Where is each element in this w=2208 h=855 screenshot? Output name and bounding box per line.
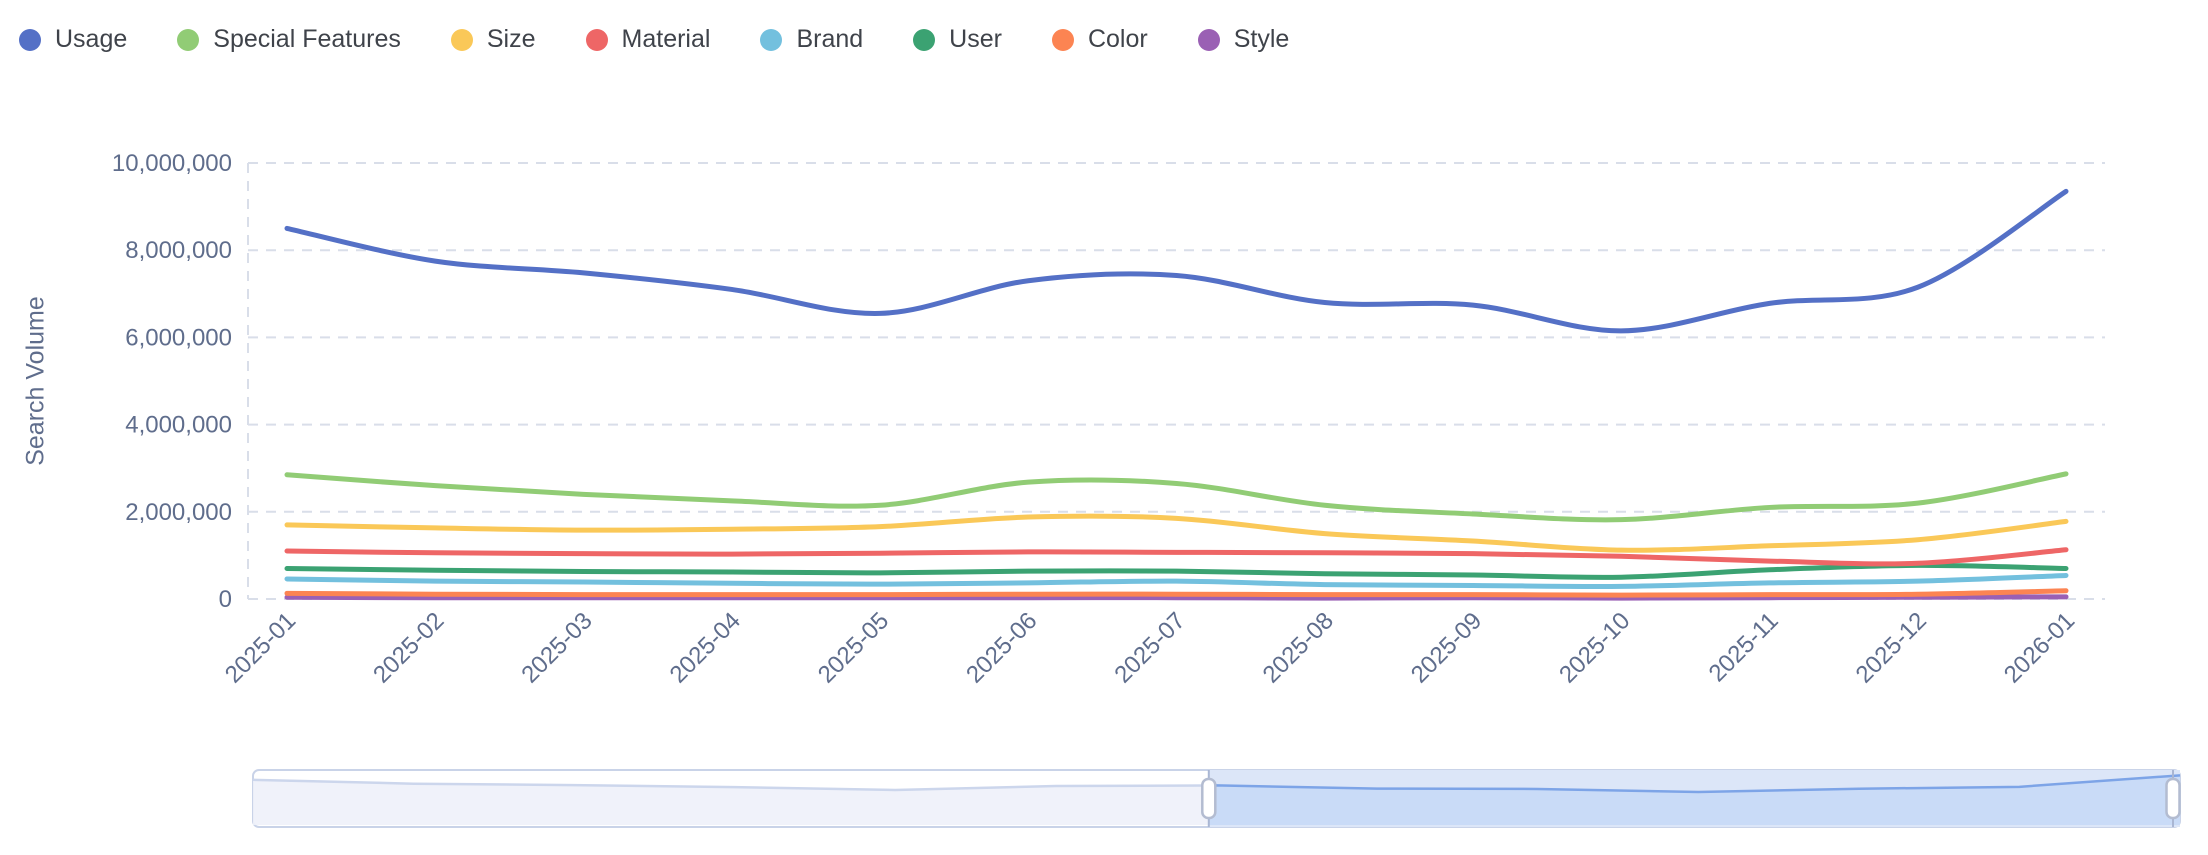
x-tick-label: 2025-06 bbox=[961, 607, 1042, 688]
legend-item-special-features[interactable]: Special Features bbox=[177, 27, 401, 52]
legend-item-brand[interactable]: Brand bbox=[760, 27, 863, 52]
series-lines bbox=[284, 188, 2069, 601]
legend-item-style[interactable]: Style bbox=[1197, 25, 1290, 53]
x-tick-label: 2025-07 bbox=[1109, 607, 1190, 688]
legend-item-user[interactable]: User bbox=[913, 27, 1002, 52]
plot-area[interactable] bbox=[248, 163, 2105, 599]
y-tick-label: 4,000,000 bbox=[125, 412, 232, 439]
legend-dot-color bbox=[1051, 28, 1074, 51]
series-line-user bbox=[284, 562, 2069, 580]
legend-dot-brand bbox=[760, 28, 783, 51]
legend-label: Color bbox=[1087, 25, 1148, 53]
y-tick-label: 10,000,000 bbox=[112, 150, 232, 177]
series-line-size bbox=[284, 513, 2069, 553]
x-tick-label: 2025-02 bbox=[368, 607, 449, 688]
y-tick-label: 8,000,000 bbox=[125, 237, 232, 264]
legend-label: Material bbox=[621, 25, 711, 53]
x-tick-label: 2026-01 bbox=[1999, 607, 2080, 688]
series-line-usage bbox=[284, 188, 2069, 334]
legend-label: Brand bbox=[796, 25, 864, 53]
series-line-style bbox=[284, 594, 2069, 601]
series-line-color bbox=[284, 588, 2069, 598]
x-axis-labels: 2025-01 2025-02 2025-03 2025-04 2025-05 2025-… bbox=[220, 607, 2080, 688]
data-zoom-handle-left[interactable] bbox=[1201, 777, 1217, 820]
data-zoom-handle-right[interactable] bbox=[2165, 777, 2181, 820]
x-tick-label: 2025-08 bbox=[1258, 607, 1339, 688]
legend-dot-style bbox=[1197, 28, 1220, 51]
legend-item-material[interactable]: Material bbox=[585, 25, 711, 53]
x-tick-label: 2025-03 bbox=[516, 607, 597, 688]
y-tick-label: 0 bbox=[219, 586, 232, 613]
data-zoom-slider bbox=[252, 769, 2181, 828]
series-line-brand bbox=[284, 572, 2069, 589]
legend-dot-size bbox=[450, 28, 473, 51]
y-tick-label: 2,000,000 bbox=[125, 499, 232, 526]
data-zoom-shadow bbox=[253, 778, 1209, 825]
series-line-material bbox=[284, 547, 2069, 567]
x-tick-label: 2025-10 bbox=[1554, 607, 1635, 688]
legend-label: Size bbox=[486, 25, 536, 53]
x-tick-label: 2025-05 bbox=[813, 607, 894, 688]
legend: Usage Special Features Size Material Brand Us… bbox=[19, 27, 1289, 52]
x-tick-label: 2025-09 bbox=[1406, 607, 1487, 688]
legend-dot-material bbox=[585, 28, 608, 51]
legend-item-usage[interactable]: Usage bbox=[19, 27, 127, 52]
legend-label: Special Features bbox=[213, 25, 401, 53]
legend-dot-special-features bbox=[177, 28, 200, 51]
legend-item-size[interactable]: Size bbox=[450, 25, 536, 53]
legend-label: Style bbox=[1233, 25, 1290, 53]
x-tick-label: 2025-04 bbox=[665, 607, 746, 688]
legend-item-color[interactable]: Color bbox=[1051, 25, 1148, 53]
x-tick-label: 2025-12 bbox=[1851, 607, 1932, 688]
x-tick-label: 2025-01 bbox=[220, 607, 301, 688]
x-tick-label: 2025-11 bbox=[1704, 607, 1784, 687]
legend-label: User bbox=[949, 25, 1002, 53]
series-line-special-features bbox=[284, 471, 2069, 523]
legend-dot-usage bbox=[19, 28, 41, 51]
legend-label: Usage bbox=[55, 25, 128, 53]
y-tick-label: 6,000,000 bbox=[125, 324, 232, 351]
legend-dot-user bbox=[913, 28, 936, 51]
